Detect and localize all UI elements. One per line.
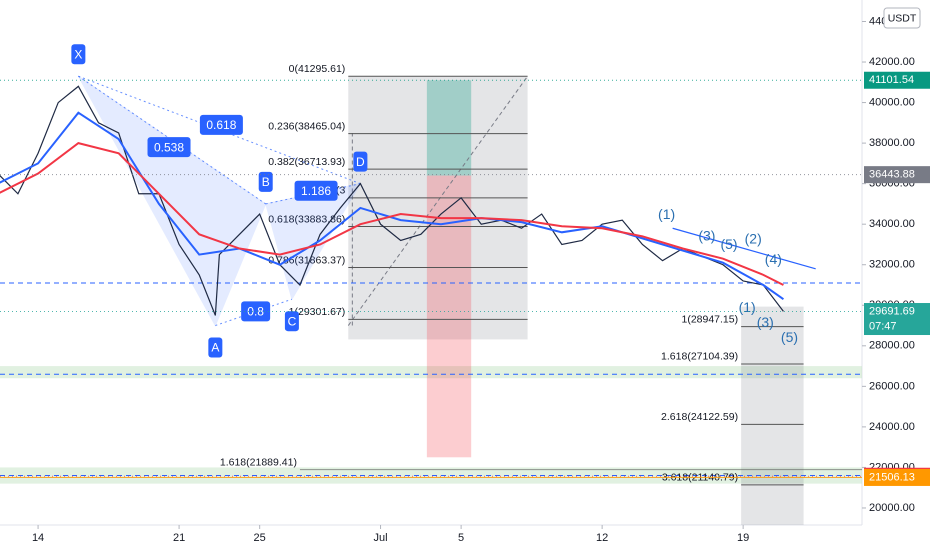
ratio-badge [199,114,243,135]
price-badge [864,71,930,89]
wave-label: (5) [720,236,737,252]
price-badge [864,166,930,184]
wave-label: (4) [765,251,782,267]
zone [0,467,862,484]
y-tick-label: 40000.00 [869,96,915,108]
fib-label: 0.786(31863.37) [268,254,345,266]
ratio-label: 0.8 [247,305,264,319]
price-badge-label: 41101.54 [869,74,914,86]
point-label: D [356,155,365,169]
trend-line [672,227,816,270]
point-label: X [74,47,82,61]
price-badge [864,468,930,486]
y-tick-label: 20000.00 [869,502,915,514]
diagonal [347,75,529,326]
countdown: 07:47 [869,320,897,332]
point-badge [208,337,223,358]
wave-label: (2) [745,231,762,247]
y-tick-label: 38000.00 [869,137,915,149]
ratio-badge [241,301,271,322]
ratio-badge [147,137,191,158]
fib-label: 0(41295.61) [289,63,346,75]
price-badge [864,303,930,336]
price-badge-label: 21506.13 [869,471,915,483]
y-tick-label: 32000.00 [869,259,915,271]
point-badge [71,44,86,65]
point-badge [353,151,368,172]
y-tick-label: 42000.00 [869,56,915,68]
fib-label: 1.618(27104.39) [661,351,738,363]
wave-label: (1) [739,299,756,315]
moving-average [0,142,784,286]
y-tick-label: 34000.00 [869,218,915,230]
ratio-badge [294,180,338,201]
x-tick-label: 5 [458,532,464,544]
y-tick-label: 24000.00 [869,421,915,433]
fib-label: 1.618(21889.41) [220,456,297,468]
ratio-label: 0.618 [206,118,236,132]
point-label: B [262,175,270,189]
currency-box [883,7,921,29]
moving-average [0,111,785,301]
position-target [426,80,472,176]
fib-label: 0.236(38465.04) [268,120,345,132]
price-badge-label: 36443.88 [869,169,915,181]
fib-box [348,76,528,340]
x-tick-label: 21 [173,532,185,544]
y-tick-label: 26000.00 [869,380,915,392]
x-tick-label: 25 [254,532,266,544]
wave-label: (3) [757,314,774,330]
fib-label: 1(28947.15) [681,313,738,325]
x-tick-label: 19 [737,532,749,544]
wave-label: (5) [781,329,798,345]
point-label: A [211,341,219,355]
point-label: C [288,314,297,328]
zone [0,366,862,379]
wave-label: (1) [658,206,675,222]
fib-label: 0.382(36713.93) [268,156,345,168]
x-tick-label: Jul [374,532,388,544]
currency-label: USDT [888,12,917,24]
fib-label: 2.618(24122.59) [661,411,738,423]
x-tick-label: 14 [32,532,44,544]
y-tick-label: 28000.00 [869,340,915,352]
wave-label: (3) [698,228,715,244]
fib-label: 1(29301.67) [289,306,346,318]
point-badge [284,311,299,332]
harmonic-link [265,183,361,205]
point-badge [258,171,273,192]
fib-label: 0.618(33883.86) [268,213,345,225]
price-line [0,85,784,316]
ratio-label: 0.538 [154,140,184,154]
fib-box [741,306,804,525]
ratio-label: 1.186 [301,184,331,198]
x-tick-label: 12 [596,532,608,544]
price-badge-label: 29691.69 [869,305,915,317]
